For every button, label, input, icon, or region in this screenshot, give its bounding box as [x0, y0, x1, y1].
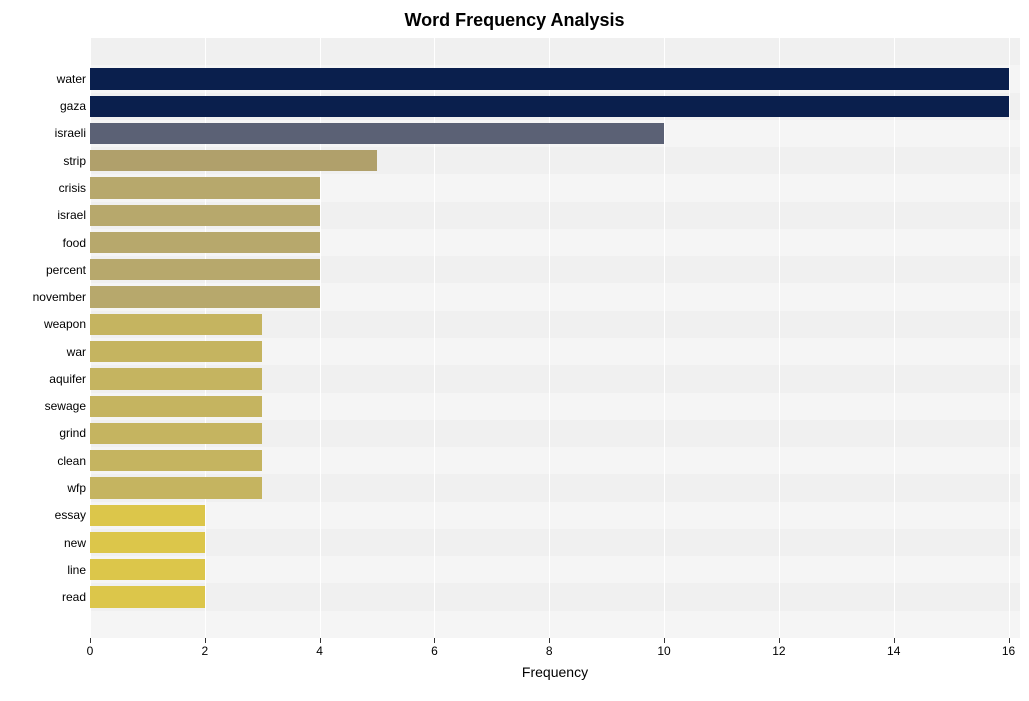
bar	[90, 96, 1009, 117]
chart-container: Word Frequency Analysis Frequency 0 2 4 6 8 1…	[0, 0, 1029, 701]
bar	[90, 450, 262, 471]
bar	[90, 205, 320, 226]
y-tick-label: line	[67, 563, 86, 577]
chart-title: Word Frequency Analysis	[0, 10, 1029, 31]
grid-band	[90, 38, 1020, 65]
grid-line	[779, 38, 780, 638]
bar	[90, 505, 205, 526]
y-tick-label: crisis	[59, 181, 86, 195]
x-tick-label: 6	[431, 644, 438, 658]
grid-band	[90, 556, 1020, 583]
x-tick-label: 4	[316, 644, 323, 658]
grid-line	[1009, 38, 1010, 638]
bar	[90, 232, 320, 253]
bar	[90, 586, 205, 607]
y-tick-label: war	[67, 345, 86, 359]
x-tick-label: 16	[1002, 644, 1015, 658]
bar	[90, 341, 262, 362]
bar	[90, 68, 1009, 89]
x-tick-label: 14	[887, 644, 900, 658]
x-tick	[549, 638, 550, 643]
bar	[90, 368, 262, 389]
y-tick-label: new	[64, 536, 86, 550]
x-tick	[434, 638, 435, 643]
x-tick-label: 2	[201, 644, 208, 658]
y-tick-label: food	[63, 236, 86, 250]
y-tick-label: aquifer	[49, 372, 86, 386]
grid-band	[90, 583, 1020, 610]
y-tick-label: sewage	[45, 399, 86, 413]
y-tick-label: percent	[46, 263, 86, 277]
bar	[90, 150, 377, 171]
bar	[90, 286, 320, 307]
y-tick-label: essay	[55, 508, 86, 522]
bar	[90, 177, 320, 198]
y-tick-label: grind	[59, 426, 86, 440]
bar	[90, 532, 205, 553]
x-tick-label: 10	[657, 644, 670, 658]
y-tick-label: wfp	[67, 481, 86, 495]
x-tick	[779, 638, 780, 643]
y-tick-label: strip	[63, 154, 86, 168]
bar	[90, 259, 320, 280]
x-tick-label: 0	[87, 644, 94, 658]
grid-band	[90, 529, 1020, 556]
y-tick-label: israeli	[55, 126, 86, 140]
bar	[90, 559, 205, 580]
x-tick	[1009, 638, 1010, 643]
x-tick	[90, 638, 91, 643]
x-axis-label: Frequency	[90, 664, 1020, 680]
y-tick-label: israel	[57, 208, 86, 222]
y-tick-label: gaza	[60, 99, 86, 113]
x-tick-label: 8	[546, 644, 553, 658]
bar	[90, 123, 664, 144]
x-tick	[664, 638, 665, 643]
bar	[90, 314, 262, 335]
x-tick	[894, 638, 895, 643]
y-tick-label: read	[62, 590, 86, 604]
y-tick-label: water	[57, 72, 86, 86]
x-tick-label: 12	[772, 644, 785, 658]
grid-line	[664, 38, 665, 638]
bar	[90, 396, 262, 417]
grid-line	[894, 38, 895, 638]
bar	[90, 423, 262, 444]
bar	[90, 477, 262, 498]
grid-band	[90, 611, 1020, 638]
y-tick-label: november	[33, 290, 86, 304]
y-tick-label: clean	[57, 454, 86, 468]
x-tick	[205, 638, 206, 643]
plot-area	[90, 38, 1020, 638]
x-tick	[320, 638, 321, 643]
grid-band	[90, 502, 1020, 529]
y-tick-label: weapon	[44, 317, 86, 331]
